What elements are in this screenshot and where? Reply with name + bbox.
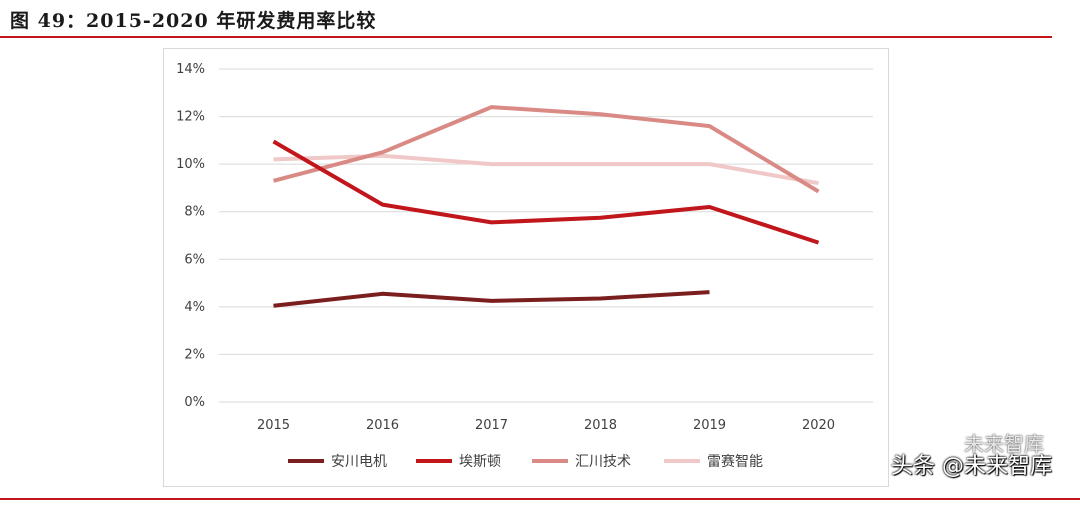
series-line-1 xyxy=(273,290,710,308)
x-tick-label: 2016 xyxy=(366,418,399,433)
legend-label: 汇川技术 xyxy=(575,454,631,470)
y-tick-label: 14% xyxy=(176,62,205,77)
line-chart: 0% 2% 4% 6% 8% 10% 12% 14% 2015 2016 2017 2018 2019 2… xyxy=(176,62,873,470)
watermark-secondary: 未来智库 xyxy=(964,432,1044,456)
series-line-2 xyxy=(272,139,820,245)
y-tick-label: 8% xyxy=(184,205,205,220)
y-tick-label: 4% xyxy=(184,300,205,315)
x-tick-label: 2015 xyxy=(257,418,290,433)
y-tick-label: 10% xyxy=(176,157,205,172)
x-tick-label: 2020 xyxy=(802,418,835,433)
y-tick-label: 6% xyxy=(184,252,205,267)
watermark-primary: 头条 @未来智库 xyxy=(891,454,1052,479)
legend-label: 埃斯顿 xyxy=(459,454,501,470)
top-rule xyxy=(0,36,1052,38)
figure-title: 图 49：2015-2020 年研发费用率比较 xyxy=(10,10,377,32)
x-tick-label: 2018 xyxy=(584,418,617,433)
y-tick-label: 12% xyxy=(176,110,205,125)
chart-frame: 0% 2% 4% 6% 8% 10% 12% 14% 2015 2016 2017 2018 2019 2… xyxy=(163,48,889,487)
legend-label: 雷赛智能 xyxy=(707,454,763,470)
y-tick-label: 0% xyxy=(184,395,205,410)
legend-label: 安川电机 xyxy=(331,454,387,470)
series-line-3 xyxy=(272,105,820,194)
x-tick-label: 2017 xyxy=(475,418,508,433)
bottom-rule xyxy=(0,498,1080,500)
y-tick-label: 2% xyxy=(184,347,205,362)
wechat-icon xyxy=(906,430,930,448)
x-tick-label: 2019 xyxy=(693,418,726,433)
